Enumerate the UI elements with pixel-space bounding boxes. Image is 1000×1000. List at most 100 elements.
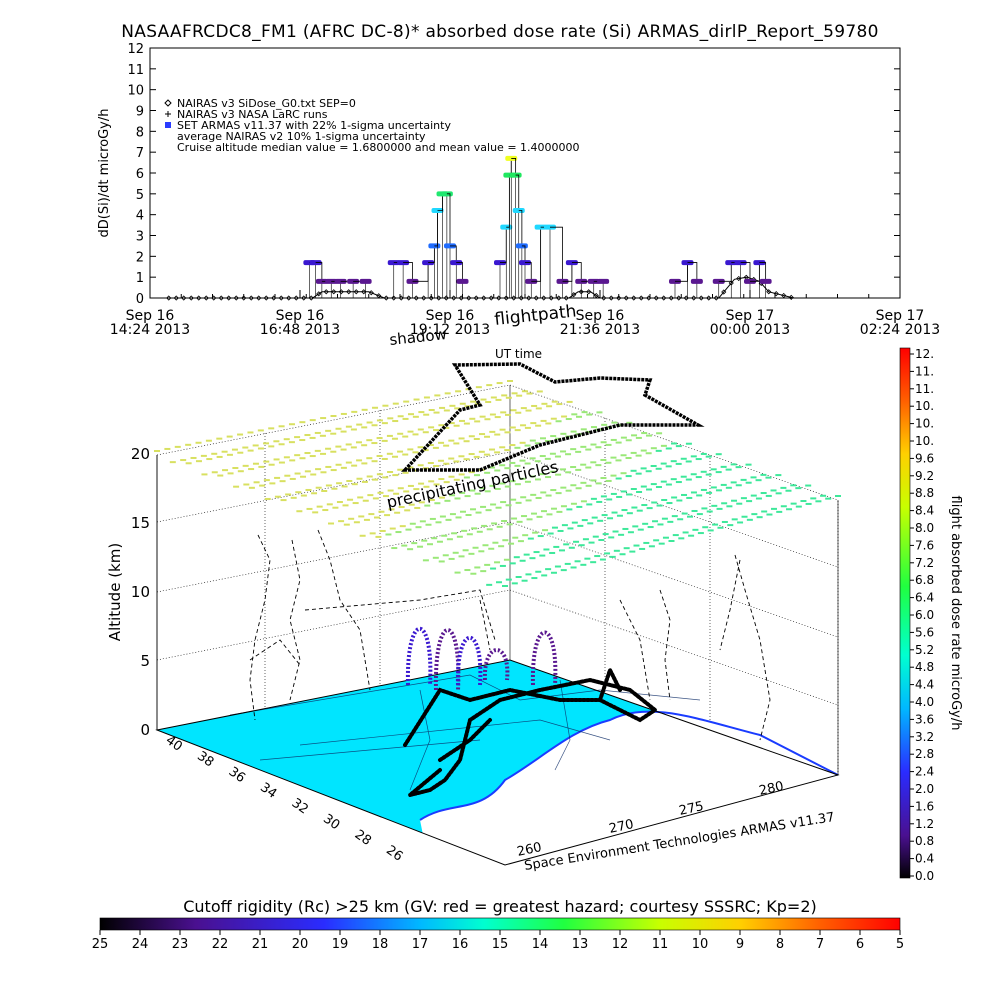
particle-dash (332, 506, 339, 509)
particle-dash (466, 533, 473, 536)
altitude-tick-label: 5 (140, 652, 150, 670)
particle-dash (501, 394, 508, 397)
rigidity-tick-label: 24 (132, 937, 149, 952)
x-tick-label-line1: Sep 16 (426, 308, 475, 324)
particle-dash (484, 418, 491, 421)
particle-dash (438, 424, 445, 427)
particle-dash (443, 481, 450, 484)
particle-dash (461, 529, 468, 532)
particle-dash (786, 508, 793, 511)
particle-dash (407, 484, 414, 487)
particle-dash (264, 497, 271, 500)
nairas-point (473, 295, 479, 301)
particle-dash (629, 550, 636, 553)
particle-dash (514, 464, 521, 467)
particle-dash (524, 462, 531, 465)
nairas-point (196, 295, 202, 301)
nairas-point (488, 295, 494, 301)
particle-dash (765, 494, 772, 497)
particle-dash (211, 452, 218, 455)
dose-tick-label: 2.8 (915, 747, 934, 761)
particle-dash (366, 457, 373, 460)
particle-dash (665, 447, 672, 450)
particle-dash (278, 461, 285, 464)
nairas-point (271, 295, 277, 301)
particle-dash (412, 433, 419, 436)
particle-dash (735, 466, 742, 469)
particle-dash (635, 436, 642, 439)
particle-dash (233, 485, 240, 488)
particle-dash (539, 437, 546, 440)
particle-dash (680, 457, 687, 460)
particle-dash (623, 547, 630, 550)
particle-dash (377, 491, 384, 494)
dose-tick-label: 7.2 (915, 556, 934, 570)
particle-dash (474, 474, 481, 477)
nairas-point (533, 295, 539, 301)
particle-dash (795, 505, 802, 508)
particle-dash (403, 490, 410, 493)
armas-connector (521, 245, 526, 263)
x-tick-label-line1: Sep 16 (576, 308, 625, 324)
particle-dash (283, 438, 290, 441)
dose-tick-label: 2.4 (915, 765, 934, 779)
particle-dash (637, 528, 644, 531)
nairas-point (278, 295, 284, 301)
particle-dash (388, 508, 395, 511)
particle-dash (381, 457, 388, 460)
dose-tick-label: 4.0 (915, 695, 934, 709)
particle-dash (185, 462, 192, 465)
particle-dash (746, 500, 753, 503)
particle-dash (656, 432, 663, 435)
particle-dash (294, 436, 301, 439)
particle-dash (428, 408, 435, 411)
particle-dash (795, 487, 802, 490)
particle-dash (601, 423, 608, 426)
particle-dash (820, 494, 827, 497)
particle-dash (565, 453, 572, 456)
particle-dash (521, 515, 528, 518)
dose-tick-label: 9.6 (915, 451, 934, 465)
armas-series (303, 155, 772, 298)
particle-dash (661, 517, 668, 520)
particle-dash (550, 489, 557, 492)
nairas-point (526, 295, 532, 301)
particle-dash (616, 514, 623, 517)
particle-dash (500, 501, 507, 504)
particle-dash (536, 515, 543, 518)
particle-dash (613, 549, 620, 552)
particle-dash (715, 453, 722, 456)
particle-dash (660, 462, 667, 465)
particle-dash (417, 545, 424, 548)
particle-dash (472, 546, 479, 549)
particle-dash (546, 513, 553, 516)
particle-dash (321, 490, 328, 492)
particle-dash (590, 479, 597, 482)
particle-dash (480, 398, 487, 401)
particle-dash (402, 417, 409, 420)
particle-dash (478, 450, 485, 453)
particle-dash (283, 456, 290, 459)
particle-dash (448, 422, 455, 425)
x-tick-label-line1: Sep 16 (276, 308, 325, 324)
particle-dash (419, 520, 426, 523)
particle-dash (392, 474, 399, 477)
particle-dash (259, 484, 266, 487)
nairas-point (256, 295, 262, 301)
y-tick-label: 11 (127, 63, 144, 78)
particle-dash (612, 530, 619, 533)
particle-dash (351, 483, 358, 486)
particle-dash (736, 502, 743, 505)
particle-dash (780, 486, 787, 489)
nairas-point (428, 295, 434, 301)
particle-dash (576, 415, 583, 418)
particle-dash (405, 528, 412, 531)
particle-dash (336, 501, 343, 504)
nairas-point (391, 295, 397, 301)
particle-dash (322, 509, 329, 512)
particle-dash (498, 545, 505, 548)
particle-dash (618, 533, 625, 536)
particle-dash (540, 491, 547, 494)
particle-dash (706, 491, 713, 494)
particle-dash (289, 459, 296, 462)
